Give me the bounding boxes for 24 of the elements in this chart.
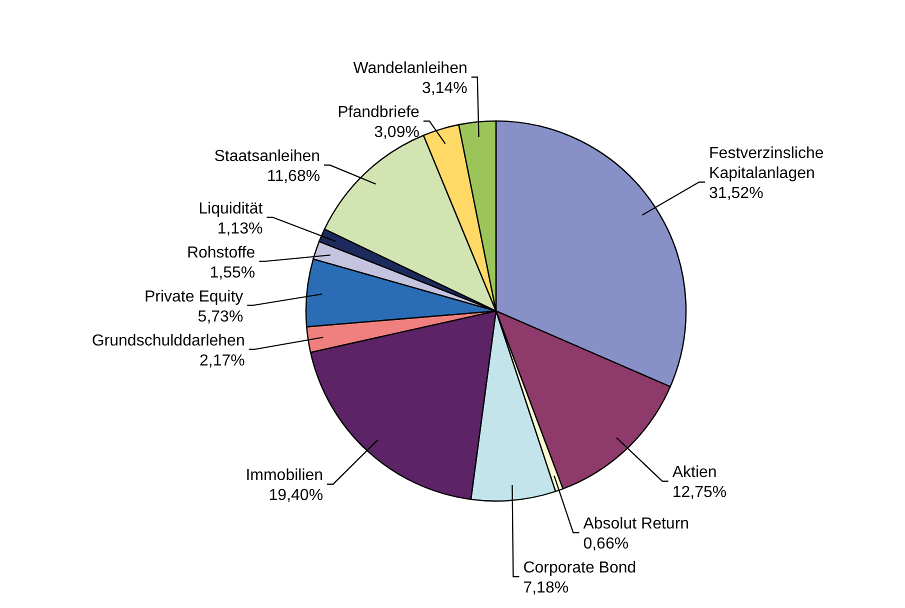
slice-label: Rohstoffe [186, 244, 256, 262]
data-label: 2,17% [199, 352, 245, 370]
data-label: 3,09% [374, 124, 420, 142]
data-label: 12,75% [672, 484, 727, 502]
data-label: 7,18% [523, 580, 569, 597]
data-label: 1,13% [217, 220, 263, 238]
data-label: 0,66% [583, 536, 629, 553]
slice-label: Absolut Return [583, 516, 690, 533]
slice-label: Pfandbriefe [338, 104, 420, 122]
slice-label: Aktien [672, 464, 717, 482]
slice-label: Grundschulddarlehen [92, 332, 245, 350]
slice-label: Wandelanleihen [353, 60, 468, 78]
slice-label: Festverzinsliche Kapitalanlagen [709, 145, 824, 182]
data-label: 11,68% [266, 168, 320, 186]
data-label: 31,52% [709, 185, 764, 202]
slice-label: Private Equity [144, 288, 244, 306]
slice-label: Liquidität [198, 200, 264, 218]
slice-label: Corporate Bond [523, 560, 636, 577]
data-label: 5,73% [198, 308, 244, 326]
slice-label: Staatsanleihen [214, 148, 320, 166]
data-label: 3,14% [422, 80, 468, 98]
data-label: 1,55% [210, 264, 256, 282]
slice-label: Immobilien [246, 467, 324, 484]
data-label: 19,40% [268, 487, 324, 504]
